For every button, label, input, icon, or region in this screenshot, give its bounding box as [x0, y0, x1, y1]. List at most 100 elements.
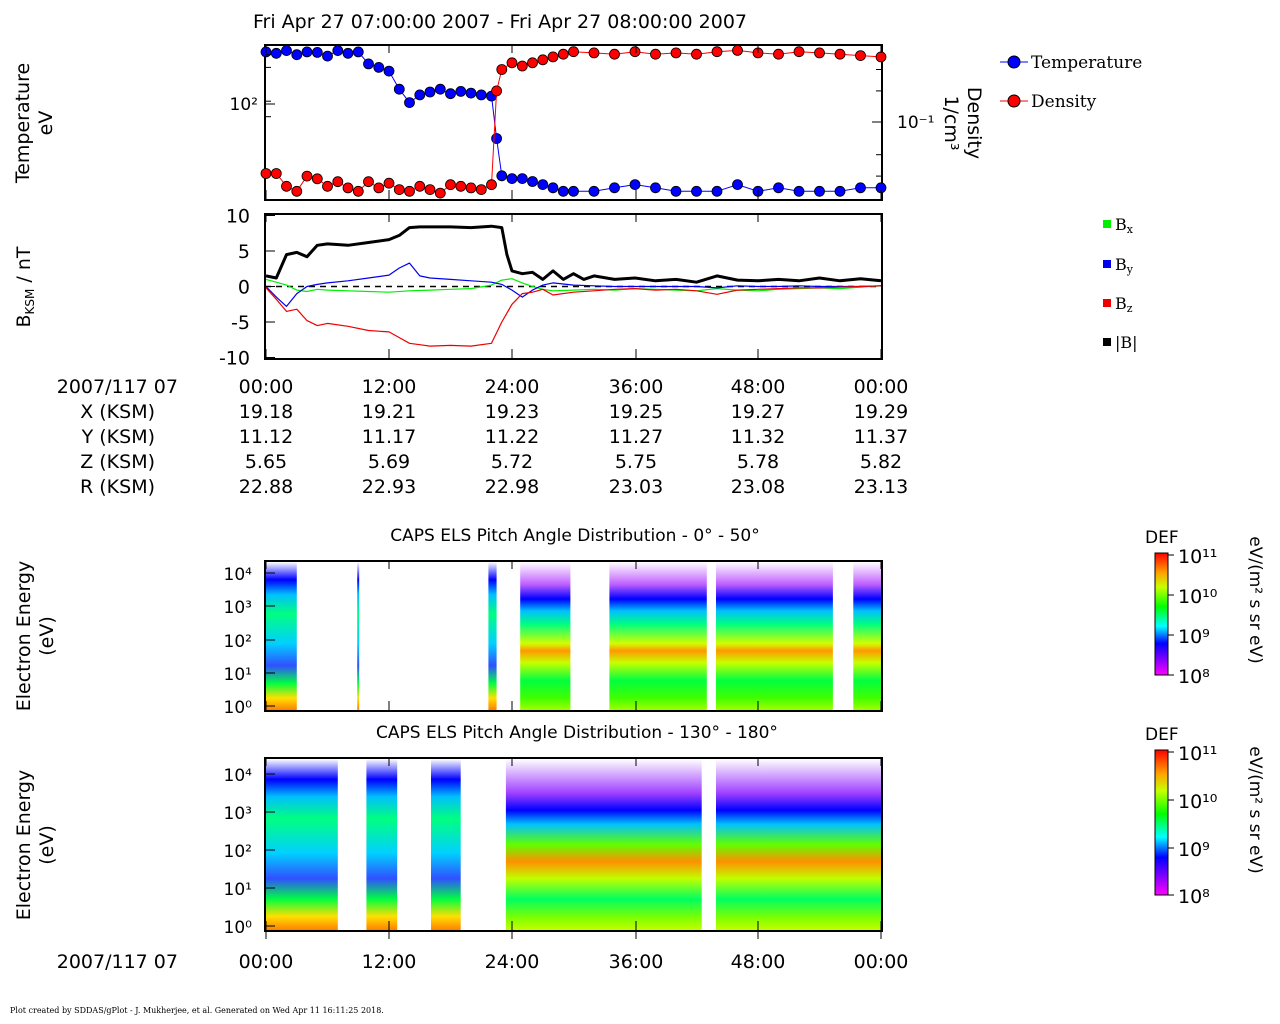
legend-bmag-label: |B|: [1115, 333, 1138, 352]
temperature-point: [773, 182, 784, 194]
temperature-point: [311, 47, 323, 58]
els2-frame: [264, 757, 883, 932]
spectrogram-block: [520, 562, 571, 710]
density-point: [455, 180, 467, 192]
ephemeris-cell: 11.37: [854, 426, 908, 448]
density-point: [491, 85, 503, 97]
els1-colorbar: [1154, 552, 1169, 676]
els1-ylabel-unit: (eV): [36, 616, 58, 656]
density-point: [393, 184, 405, 196]
ephemeris-cell: 19.25: [609, 401, 663, 423]
legend-by-swatch: [1103, 260, 1111, 268]
temperature-point: [475, 89, 487, 101]
temperature-point: [834, 185, 846, 197]
density-point: [373, 182, 385, 194]
energy-ytick-label: 10²: [224, 842, 252, 862]
density-point: [855, 50, 866, 61]
spectrogram-block: [716, 759, 881, 930]
panel1-frame: [264, 44, 883, 201]
density-point: [342, 182, 354, 194]
spectrogram-block: [488, 562, 497, 710]
els2-ylabel: Electron Energy: [13, 770, 35, 921]
density-point: [291, 185, 303, 197]
density-point: [363, 176, 374, 188]
ephemeris-cell: 00:00: [239, 376, 294, 398]
spectrogram-block: [853, 562, 881, 710]
temperature-point: [404, 97, 415, 108]
ephemeris-cell: 11.12: [239, 426, 293, 448]
ephemeris-cell: 5.75: [615, 451, 657, 473]
density-point: [537, 54, 549, 66]
legend-bmag-swatch: [1103, 338, 1111, 346]
bottom-axis-tick-label: 36:00: [609, 951, 664, 973]
els2-colorbar-title: DEF: [1145, 725, 1179, 745]
colorbar-tick-label: 10⁹: [1178, 626, 1210, 648]
density-point: [588, 47, 600, 59]
spectrogram-block: [266, 759, 338, 930]
els2-yticks: 10⁴ 10³ 10² 10¹ 10⁰: [224, 766, 275, 938]
ephemeris-cell: 11.27: [609, 426, 663, 448]
ephemeris-cell: 23.03: [609, 476, 663, 498]
density-point: [260, 168, 272, 179]
temperature-point: [393, 83, 405, 95]
density-point: [711, 46, 723, 58]
bottom-axis-tick-label: 12:00: [362, 951, 417, 973]
series-line-temperature: [265, 50, 881, 192]
density-point: [516, 60, 528, 72]
temperature-point: [363, 58, 374, 70]
temperature-point: [352, 46, 364, 58]
ephemeris-cell: 5.72: [491, 451, 533, 473]
density-axis-label: Density: [963, 87, 985, 159]
ephemeris-cell: 19.23: [485, 401, 539, 423]
energy-ytick-label: 10⁴: [224, 766, 253, 786]
temperature-point: [516, 173, 528, 185]
colorbar-tick-label: 10⁹: [1178, 839, 1210, 861]
bottom-axis-tick-label: 48:00: [731, 951, 786, 973]
els2-colorbar: [1154, 749, 1169, 896]
legend-bx-label: Bx: [1115, 215, 1134, 236]
density-point: [465, 182, 477, 194]
temperature-point: [557, 185, 569, 197]
density-point: [773, 48, 784, 60]
els1-colorbar-ticks: 10¹¹ 10¹⁰ 10⁹ 10⁸: [1168, 546, 1217, 688]
density-point: [629, 46, 641, 58]
temperature-point: [650, 182, 661, 194]
ephemeris-cell: 00:00: [854, 376, 909, 398]
temperature-point: [455, 86, 467, 97]
ephemeris-cell: 5.78: [737, 451, 779, 473]
temperature-point: [629, 179, 641, 191]
density-point: [404, 185, 415, 197]
ephemeris-cell: 19.27: [731, 401, 785, 423]
temperature-point: [793, 185, 805, 197]
ephemeris-cell: 11.22: [485, 426, 539, 448]
temperature-point: [342, 47, 354, 59]
els2-title: CAPS ELS Pitch Angle Distribution - 130°…: [376, 723, 778, 743]
bottom-time-axis: 2007/117 07 00:00 12:00 24:00 36:00 48:00 00:0…: [57, 45, 909, 973]
temperature-axis-unit: eV: [35, 111, 57, 136]
ephemeris-cell: 11.17: [362, 426, 416, 448]
spectrogram-block: [505, 759, 702, 930]
bottom-axis-tick-label: 00:00: [854, 951, 909, 973]
energy-ytick-label: 10²: [224, 632, 252, 652]
density-point: [301, 170, 313, 182]
temperature-point: [855, 182, 866, 194]
density-point: [311, 173, 323, 185]
density-point: [527, 57, 538, 69]
panel2-ytick-label: 0: [238, 277, 250, 299]
els1-colorbar-unit: eV/(m² s sr eV): [1245, 536, 1265, 663]
temperature-point: [732, 179, 743, 191]
ephemeris-cell: 5.65: [245, 451, 287, 473]
density-point: [609, 48, 620, 60]
legend-temperature-marker: [1007, 55, 1021, 69]
ephemeris-cell: 19.29: [854, 401, 908, 423]
temperature-point: [491, 133, 503, 144]
temperature-point: [322, 50, 333, 62]
temperature-point: [301, 46, 313, 58]
energy-ytick-label: 10³: [224, 804, 252, 824]
temperature-point: [691, 185, 702, 197]
density-point: [834, 48, 846, 60]
panel-magnetic-field: 10 5 0 -5 -10 BKSM / nT Bx By Bz |B|: [13, 206, 1138, 370]
ephemeris-row-label: X (KSM): [80, 401, 155, 423]
colorbar-tick-label: 10¹¹: [1178, 546, 1217, 568]
series-line-density: [266, 49, 882, 194]
